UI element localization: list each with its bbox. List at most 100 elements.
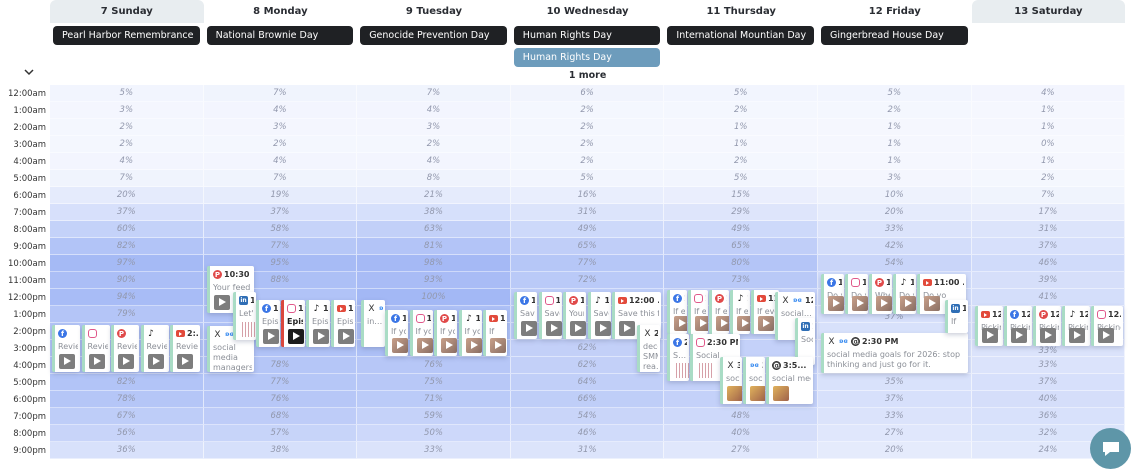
engagement-cell[interactable]: 19% (203, 187, 358, 204)
engagement-cell[interactable]: 5% (510, 170, 665, 187)
engagement-cell[interactable]: 65% (664, 238, 818, 255)
engagement-cell[interactable]: 68% (203, 408, 358, 425)
engagement-cell[interactable]: 37% (818, 391, 972, 408)
engagement-cell[interactable]: 5% (664, 170, 818, 187)
engagement-cell[interactable]: 20% (818, 442, 972, 459)
engagement-cell[interactable]: 7% (971, 187, 1126, 204)
engagement-cell[interactable]: 4% (203, 102, 358, 119)
engagement-cell[interactable]: 97% (50, 255, 204, 272)
engagement-cell[interactable]: 33% (818, 221, 972, 238)
engagement-cell[interactable]: 1% (971, 102, 1126, 119)
engagement-cell[interactable]: 64% (510, 374, 665, 391)
engagement-cell[interactable]: 2% (50, 119, 204, 136)
engagement-cell[interactable]: 60% (50, 221, 204, 238)
engagement-cell[interactable]: 98% (357, 255, 511, 272)
post-card[interactable]: ♪1: If eve (730, 290, 750, 334)
engagement-cell[interactable]: 31% (971, 221, 1126, 238)
post-card[interactable]: 1: If you' (409, 310, 433, 356)
engagement-cell[interactable]: 100% (357, 289, 511, 306)
engagement-cell[interactable]: 63% (357, 221, 511, 238)
day-header[interactable]: 10 Wednesday (546, 6, 629, 17)
engagement-cell[interactable]: 37% (971, 238, 1126, 255)
engagement-cell[interactable]: 3% (203, 119, 358, 136)
engagement-cell[interactable]: 3% (50, 102, 204, 119)
engagement-cell[interactable]: 35% (818, 374, 972, 391)
engagement-cell[interactable]: 81% (357, 238, 511, 255)
engagement-cell[interactable]: 1% (664, 119, 818, 136)
engagement-cell[interactable]: 7% (203, 85, 358, 102)
event-chip[interactable]: Human Rights Day (513, 48, 661, 67)
engagement-cell[interactable]: 38% (357, 204, 511, 221)
post-card[interactable]: P1: If you' (434, 310, 457, 356)
engagement-cell[interactable]: 31% (510, 204, 665, 221)
event-chip[interactable]: National Brownie Day (206, 26, 354, 45)
post-card[interactable]: ʚɞ3: social (743, 357, 765, 404)
day-header[interactable]: 13 Saturday (971, 0, 1126, 23)
post-card[interactable]: 11:00 ... Do yo (917, 274, 966, 314)
engagement-cell[interactable]: 38% (203, 442, 358, 459)
engagement-cell[interactable]: 4% (50, 153, 204, 170)
post-card[interactable]: ♪12 Episo (306, 300, 330, 347)
day-header[interactable]: 9 Tuesday (405, 6, 463, 17)
event-chip[interactable]: International Mountian Day (667, 26, 814, 45)
post-card[interactable]: f12 Save t (514, 292, 537, 339)
engagement-cell[interactable]: 27% (664, 442, 818, 459)
engagement-cell[interactable]: 46% (510, 425, 665, 442)
engagement-cell[interactable]: 7% (357, 85, 511, 102)
event-chip[interactable]: Genocide Prevention Day (360, 26, 507, 45)
engagement-cell[interactable]: 33% (357, 442, 511, 459)
engagement-cell[interactable]: 31% (510, 442, 665, 459)
engagement-cell[interactable]: 54% (818, 255, 972, 272)
engagement-cell[interactable]: 50% (357, 425, 511, 442)
engagement-cell[interactable]: 2% (357, 136, 511, 153)
engagement-cell[interactable]: 2% (203, 136, 358, 153)
engagement-cell[interactable]: 71% (357, 391, 511, 408)
post-card[interactable]: f1: If eve (667, 290, 687, 334)
post-card[interactable]: f1: If you' (385, 310, 408, 356)
engagement-cell[interactable]: 46% (971, 255, 1126, 272)
engagement-cell[interactable]: 20% (50, 187, 204, 204)
engagement-cell[interactable]: 3% (357, 119, 511, 136)
post-card[interactable]: Xʚɞ12:... in 2026 social mana (361, 300, 385, 347)
post-card[interactable]: f Reviewi (52, 325, 80, 372)
engagement-cell[interactable]: 66% (510, 391, 665, 408)
event-chip[interactable]: Pearl Harbor Remembrance (53, 26, 200, 45)
engagement-cell[interactable]: 79% (50, 306, 204, 323)
post-card[interactable]: P10:30 ... Your feed (207, 266, 254, 313)
engagement-cell[interactable]: 41% (971, 289, 1126, 306)
post-card[interactable]: X3: social (720, 357, 742, 404)
post-card[interactable]: P Reviewi (111, 325, 139, 372)
engagement-cell[interactable]: 2% (818, 102, 972, 119)
engagement-cell[interactable]: 42% (818, 238, 972, 255)
engagement-cell[interactable]: 49% (664, 221, 818, 238)
engagement-cell[interactable]: 10% (818, 187, 972, 204)
engagement-cell[interactable]: 82% (50, 238, 204, 255)
engagement-cell[interactable]: 72% (510, 272, 665, 289)
post-card[interactable]: 1: If eve (688, 290, 708, 334)
engagement-cell[interactable]: 5% (664, 85, 818, 102)
engagement-cell[interactable]: 1% (971, 119, 1126, 136)
post-card[interactable]: ♪ 12 Save t (587, 292, 611, 339)
engagement-cell[interactable]: 2% (510, 136, 665, 153)
engagement-cell[interactable]: 0% (971, 136, 1126, 153)
post-card[interactable]: 1... If (483, 310, 507, 356)
event-chip[interactable]: Gingerbread House Day (821, 26, 968, 45)
engagement-cell[interactable]: 57% (203, 425, 358, 442)
chat-button[interactable] (1090, 428, 1131, 469)
engagement-cell[interactable]: 2% (510, 119, 665, 136)
day-header[interactable]: 7 Sunday (50, 0, 204, 23)
post-card[interactable]: X2. decer SMM rea... (637, 325, 660, 372)
engagement-cell[interactable]: 78% (50, 391, 204, 408)
engagement-cell[interactable]: 6% (510, 85, 665, 102)
engagement-cell[interactable]: 8% (357, 170, 511, 187)
engagement-cell[interactable]: 15% (664, 187, 818, 204)
engagement-cell[interactable]: 76% (203, 391, 358, 408)
engagement-cell[interactable]: 90% (50, 272, 204, 289)
engagement-cell[interactable]: 4% (357, 102, 511, 119)
engagement-cell[interactable]: 27% (818, 425, 972, 442)
engagement-cell[interactable]: 62% (510, 357, 665, 374)
engagement-cell[interactable]: 4% (357, 153, 511, 170)
engagement-cell[interactable]: 21% (357, 187, 511, 204)
engagement-cell[interactable]: 1% (818, 136, 972, 153)
